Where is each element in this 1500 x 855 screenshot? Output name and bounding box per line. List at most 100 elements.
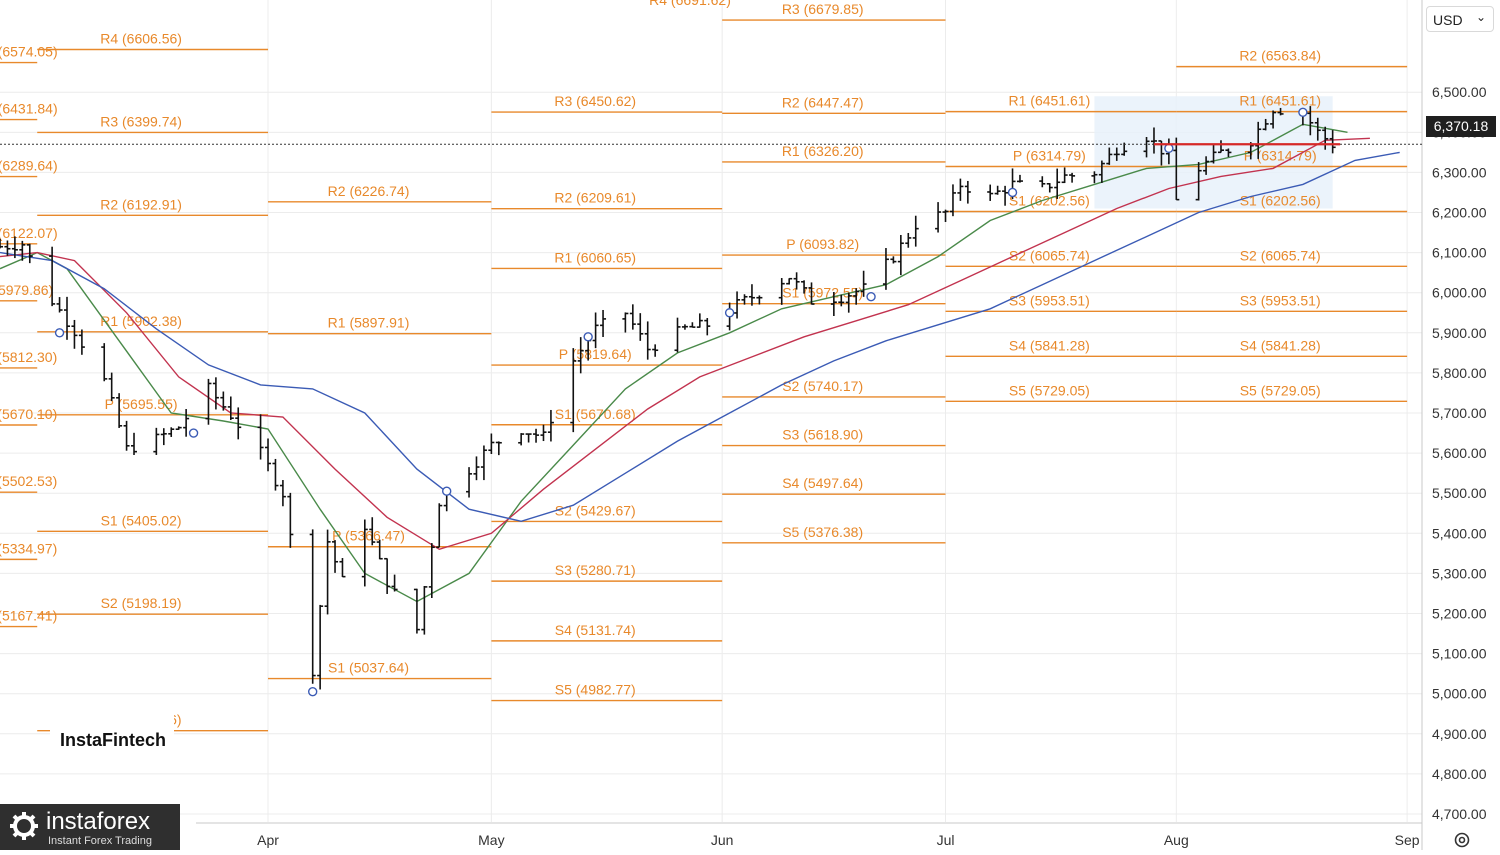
pivot-label: R1 (5902.38) [100, 313, 182, 329]
y-tick-label: 5,900.00 [1432, 325, 1487, 341]
pivot-label: R1 (6326.20) [782, 143, 864, 159]
event-marker [1298, 107, 1308, 117]
y-tick-label: 6,200.00 [1432, 205, 1487, 221]
ohlc-bar [756, 295, 763, 305]
ohlc-bar [748, 284, 755, 306]
ohlc-bar [570, 348, 577, 433]
pivot-label: P (5819.64) [559, 346, 632, 362]
instaforex-logo: instaforex Instant Forex Trading [0, 804, 180, 850]
pivot-label: S1 (5405.02) [101, 512, 182, 528]
ohlc-bar [577, 337, 584, 374]
y-tick-label: 5,600.00 [1432, 445, 1487, 461]
x-tick-label: Aug [1164, 832, 1189, 848]
ohlc-bar [384, 557, 391, 594]
pivot-label: R3 (6679.85) [782, 1, 864, 17]
ohlc-bar [279, 480, 286, 507]
ohlc-bar [175, 426, 182, 431]
ohlc-bar [1195, 162, 1202, 201]
y-tick-label: 5,700.00 [1432, 405, 1487, 421]
pivot-label: S2 (6065.74) [1240, 247, 1321, 263]
ohlc-bar [547, 409, 554, 442]
ohlc-bar [652, 344, 659, 357]
pivot-label: S4 (5334.97) [0, 540, 57, 556]
pivot-label: P (6093.82) [786, 236, 859, 252]
ohlc-bar [734, 291, 741, 319]
ohlc-bar [637, 313, 644, 341]
ohlc-bar [220, 391, 227, 411]
ohlc-bar [629, 304, 636, 330]
ohlc-bar [778, 278, 785, 305]
ohlc-bar [1225, 148, 1232, 157]
ohlc-bar [1329, 130, 1336, 154]
pivot-label: R4 (6574.05) [0, 44, 58, 60]
ohlc-bar [912, 215, 919, 247]
pivot-label: S2 (6065.74) [1009, 247, 1090, 263]
ohlc-bar [1016, 174, 1023, 183]
last-price-tag: 6,370.18 [1426, 116, 1496, 137]
ohlc-bar [324, 529, 331, 615]
pivot-label: R3 (6399.74) [100, 113, 182, 129]
ohlc-bar [1262, 118, 1269, 131]
ohlc-bar [838, 294, 845, 307]
ohlc-bar [1091, 171, 1098, 184]
pivot-label: S5 (5376.38) [782, 524, 863, 540]
ohlc-bar [994, 185, 1001, 195]
pivot-label: R4 (6606.56) [100, 30, 182, 46]
ohlc-bar [205, 378, 212, 425]
ohlc-bar [421, 586, 428, 635]
pivot-label: R2 (6209.61) [554, 190, 636, 206]
pivot-label: S1 (5037.64) [328, 660, 409, 676]
moving-average-line [0, 151, 1400, 523]
ohlc-bar [1069, 172, 1076, 183]
chevron-down-icon: ⌄ [1475, 10, 1486, 24]
ohlc-bar [600, 309, 607, 337]
event-marker [442, 486, 452, 496]
ohlc-bar [488, 433, 495, 454]
ohlc-bar [1307, 106, 1314, 136]
ohlc-bar [1277, 107, 1284, 116]
ohlc-bar [704, 318, 711, 336]
ohlc-bar [495, 441, 502, 456]
pivot-label: S2 (5198.19) [101, 595, 182, 611]
ohlc-bar [123, 420, 130, 451]
event-marker [1007, 187, 1018, 198]
ohlc-bar [369, 517, 376, 546]
ohlc-bars-layer [0, 106, 1336, 690]
currency-selector[interactable]: USD ⌄ [1426, 6, 1494, 32]
ohlc-bar [71, 319, 78, 349]
settings-icon[interactable] [1452, 830, 1472, 850]
ohlc-bar [674, 317, 681, 353]
ohlc-bar [272, 458, 279, 491]
y-tick-label: 4,700.00 [1432, 806, 1487, 822]
ohlc-bar [860, 270, 867, 297]
pivot-label: S4 (5497.64) [782, 475, 863, 491]
y-tick-label: 6,300.00 [1432, 164, 1487, 180]
ohlc-bar [108, 372, 115, 402]
pivot-label: S3 (5502.53) [0, 473, 57, 489]
ohlc-bar [183, 409, 190, 437]
ohlc-bar [49, 246, 56, 307]
ohlc-bar [131, 432, 138, 455]
pivot-label: S3 (5618.90) [782, 427, 863, 443]
ohlc-bar [987, 184, 994, 201]
pivot-label: R3 (6431.84) [0, 101, 58, 117]
ohlc-bar [1270, 110, 1277, 129]
ohlc-bar [1002, 185, 1009, 206]
ohlc-bar [696, 313, 703, 328]
ohlc-bar [436, 503, 443, 549]
pivot-label: R4 (6691.62) [649, 0, 731, 8]
pivot-label: S3 (5280.71) [555, 562, 636, 578]
ohlc-bar [101, 343, 108, 382]
ohlc-bar [1322, 126, 1329, 150]
y-tick-label: 5,000.00 [1432, 686, 1487, 702]
pivot-label: P (5979.86) [0, 282, 53, 298]
ohlc-bar [525, 433, 532, 443]
pivot-label: S2 (5429.67) [555, 502, 636, 518]
x-tick-label: May [478, 832, 504, 848]
ohlc-bar [153, 427, 160, 455]
pivot-label: R2 (6563.84) [1239, 48, 1321, 64]
y-tick-label: 5,300.00 [1432, 565, 1487, 581]
moving-averages-layer [0, 123, 1400, 603]
